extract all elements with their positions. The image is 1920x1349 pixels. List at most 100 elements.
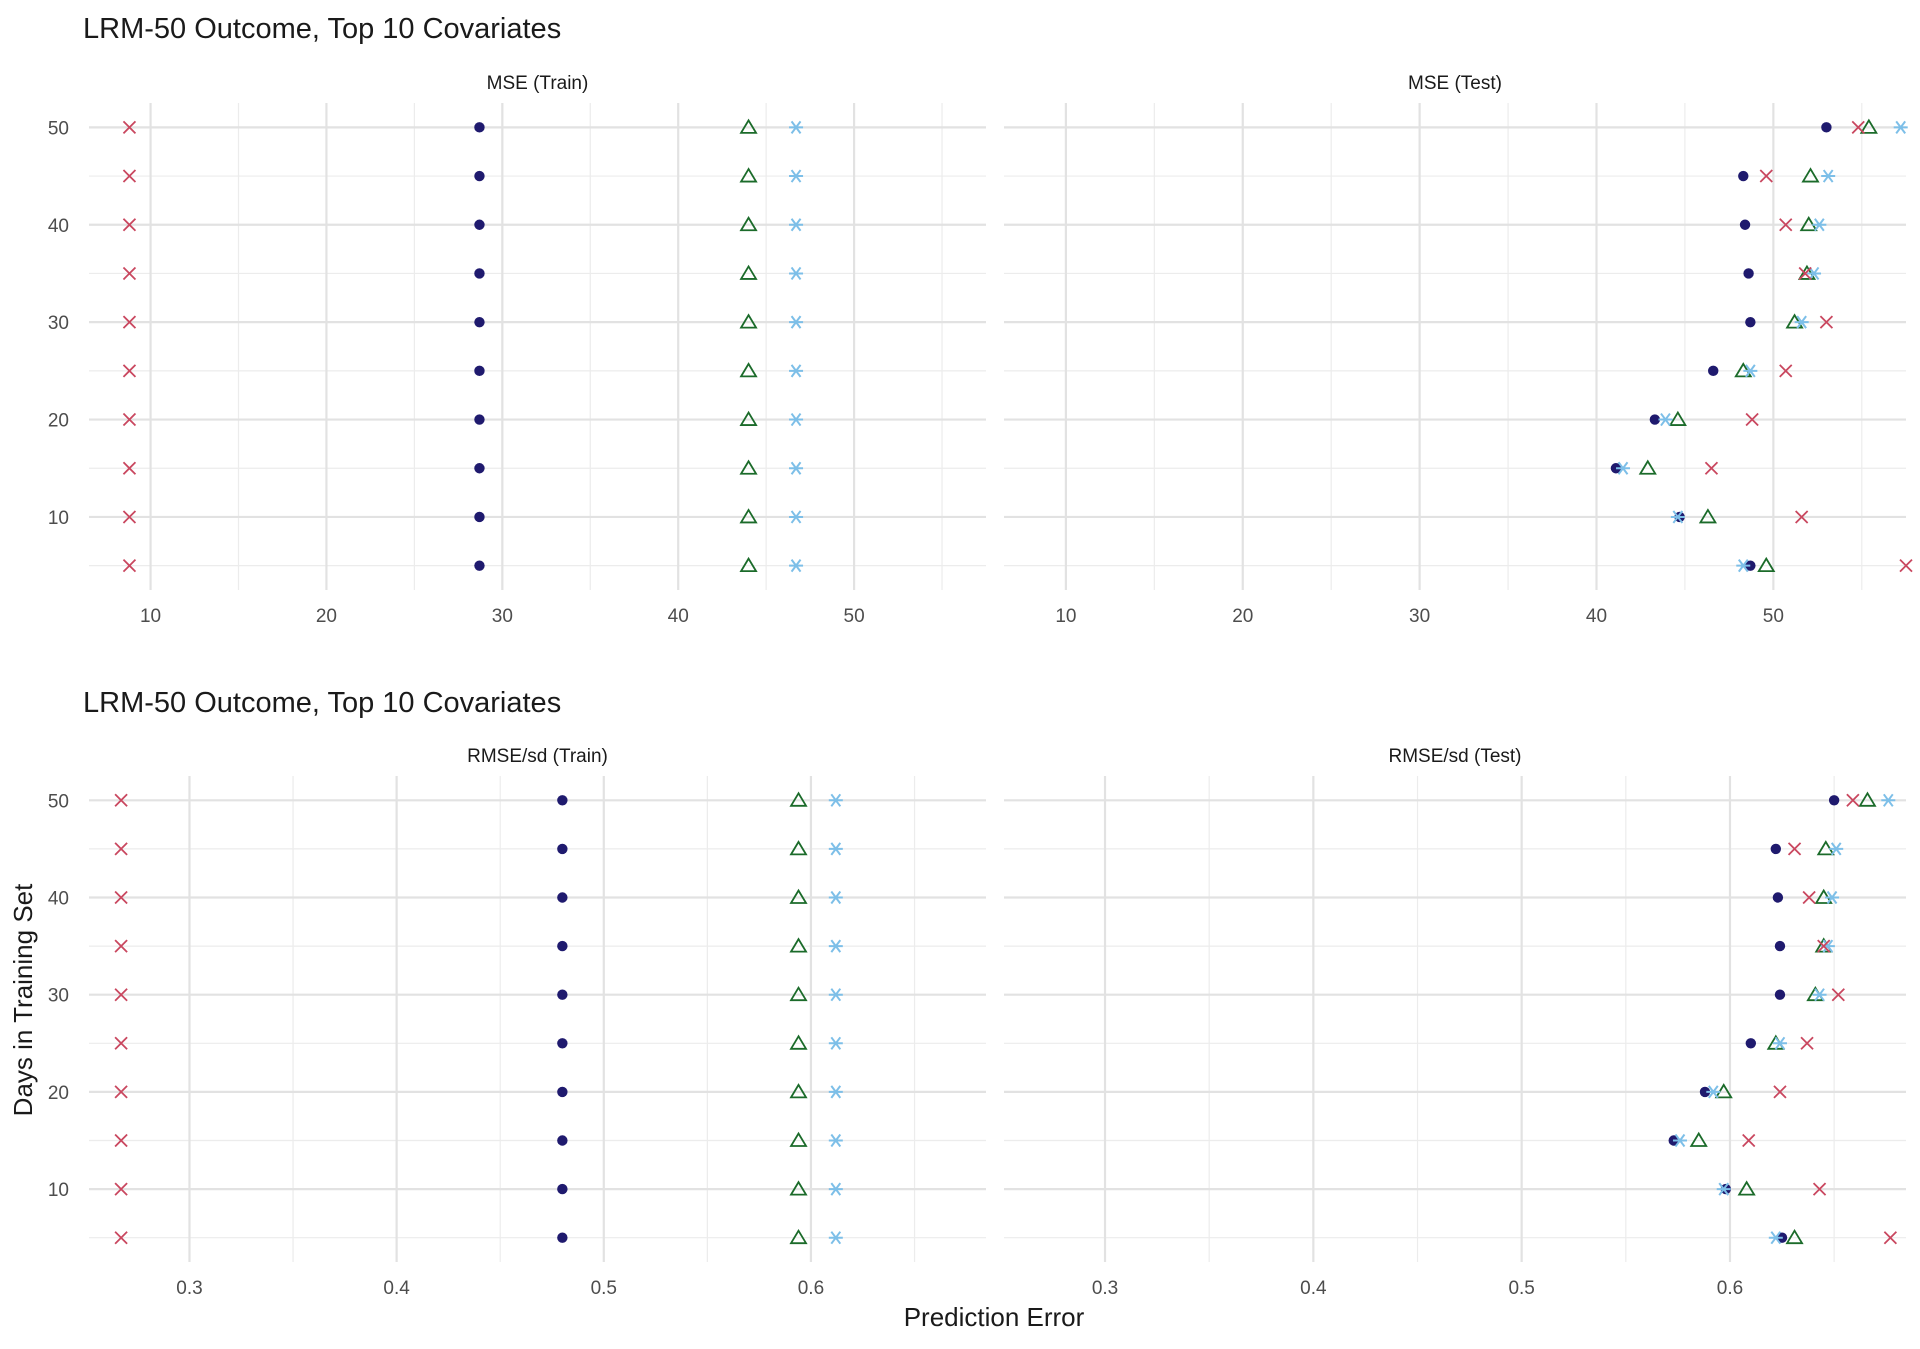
y-axis-title: Days in Training Set [8, 883, 38, 1116]
facet-strip-label: RMSE/sd (Test) [1388, 746, 1521, 767]
point-asterisk [828, 1182, 843, 1196]
point-asterisk [789, 266, 804, 281]
point-triangle [1757, 556, 1776, 573]
point-cross [1851, 120, 1865, 134]
point-asterisk [828, 1231, 843, 1245]
point-cross [1798, 266, 1812, 281]
point-triangle [1737, 1180, 1756, 1196]
point-circle [557, 940, 568, 952]
x-tick-label: 0.3 [176, 1278, 202, 1299]
point-circle [557, 1038, 568, 1049]
point-circle [1738, 170, 1749, 182]
point-triangle [1668, 410, 1687, 426]
point-asterisk [1829, 842, 1844, 856]
point-cross [122, 315, 137, 329]
facet-strip-label: MSE (Train) [487, 73, 589, 94]
point-circle [474, 122, 485, 133]
point-cross [122, 266, 137, 281]
point-asterisk [1812, 988, 1827, 1002]
point-circle [1774, 989, 1786, 1000]
y-tick-label: 10 [48, 1180, 69, 1201]
x-tick-label: 40 [1586, 606, 1607, 627]
x-tick-label: 0.5 [591, 1278, 617, 1299]
point-triangle [1689, 1131, 1708, 1147]
point-circle [474, 219, 485, 230]
point-circle [557, 989, 568, 1000]
x-tick-label: 20 [316, 606, 337, 627]
point-asterisk [1807, 266, 1822, 281]
point-circle [557, 1183, 568, 1195]
point-asterisk [828, 939, 843, 953]
point-asterisk [1672, 1133, 1687, 1148]
point-triangle [789, 1131, 808, 1147]
point-circle [474, 365, 485, 377]
point-triangle [789, 888, 808, 904]
point-circle [474, 511, 485, 523]
x-tick-label: 40 [668, 606, 689, 627]
point-triangle [739, 264, 758, 280]
facet-strip-label: MSE (Test) [1408, 73, 1502, 94]
point-triangle [739, 362, 758, 378]
point-cross [114, 1231, 128, 1245]
point-cross [1846, 793, 1860, 807]
point-cross [114, 890, 128, 905]
point-asterisk [828, 890, 843, 905]
x-tick-label: 50 [844, 606, 865, 627]
point-cross [114, 1133, 128, 1148]
point-cross [1802, 890, 1816, 905]
point-circle [557, 892, 568, 903]
point-cross [114, 842, 128, 856]
point-circle [1821, 122, 1832, 133]
point-asterisk [828, 988, 843, 1002]
point-circle [557, 1135, 568, 1146]
point-cross [114, 1182, 128, 1196]
point-cross [114, 988, 128, 1002]
point-circle [1774, 940, 1786, 952]
grid-layer [89, 103, 1906, 1262]
point-asterisk [1768, 1231, 1783, 1245]
point-triangle [1698, 508, 1718, 524]
y-tick-label: 40 [48, 889, 69, 910]
point-triangle [789, 937, 808, 953]
point-circle [474, 463, 485, 474]
point-cross [122, 559, 137, 573]
point-circle [1610, 463, 1622, 474]
point-cross [1742, 1133, 1756, 1148]
facet-strip-label: RMSE/sd (Train) [467, 746, 608, 767]
point-triangle [789, 985, 808, 1002]
point-triangle [739, 118, 758, 134]
point-cross [1787, 842, 1802, 856]
point-cross [1819, 315, 1834, 329]
point-cross [1817, 939, 1831, 953]
point-asterisk [1658, 412, 1673, 427]
point-cross [1899, 559, 1913, 573]
point-cross [1812, 1182, 1827, 1196]
y-tick-label: 10 [48, 508, 69, 529]
point-circle [1745, 1038, 1757, 1049]
point-circle [474, 268, 485, 279]
y-tick-label: 30 [48, 313, 69, 334]
text-layer: Days in Training Set Prediction Error LR… [8, 13, 1784, 1332]
point-cross [1779, 218, 1793, 232]
point-asterisk [1670, 510, 1685, 524]
point-circle [1772, 892, 1784, 903]
point-circle [474, 316, 485, 328]
point-cross [122, 218, 137, 232]
point-cross [1795, 510, 1809, 524]
chart-title: LRM-50 Outcome, Top 10 Covariates [83, 687, 561, 719]
chart-title: LRM-50 Outcome, Top 10 Covariates [83, 13, 561, 45]
point-circle [474, 560, 485, 571]
point-circle [557, 1232, 568, 1243]
point-triangle [789, 1083, 808, 1099]
y-tick-label: 20 [48, 411, 69, 432]
point-cross [122, 510, 137, 524]
point-circle [1828, 795, 1840, 806]
point-triangle [739, 459, 758, 475]
point-circle [1770, 843, 1782, 855]
point-triangle [739, 508, 758, 524]
point-asterisk [828, 1085, 843, 1099]
point-asterisk [1881, 793, 1896, 807]
point-cross [1704, 461, 1719, 475]
